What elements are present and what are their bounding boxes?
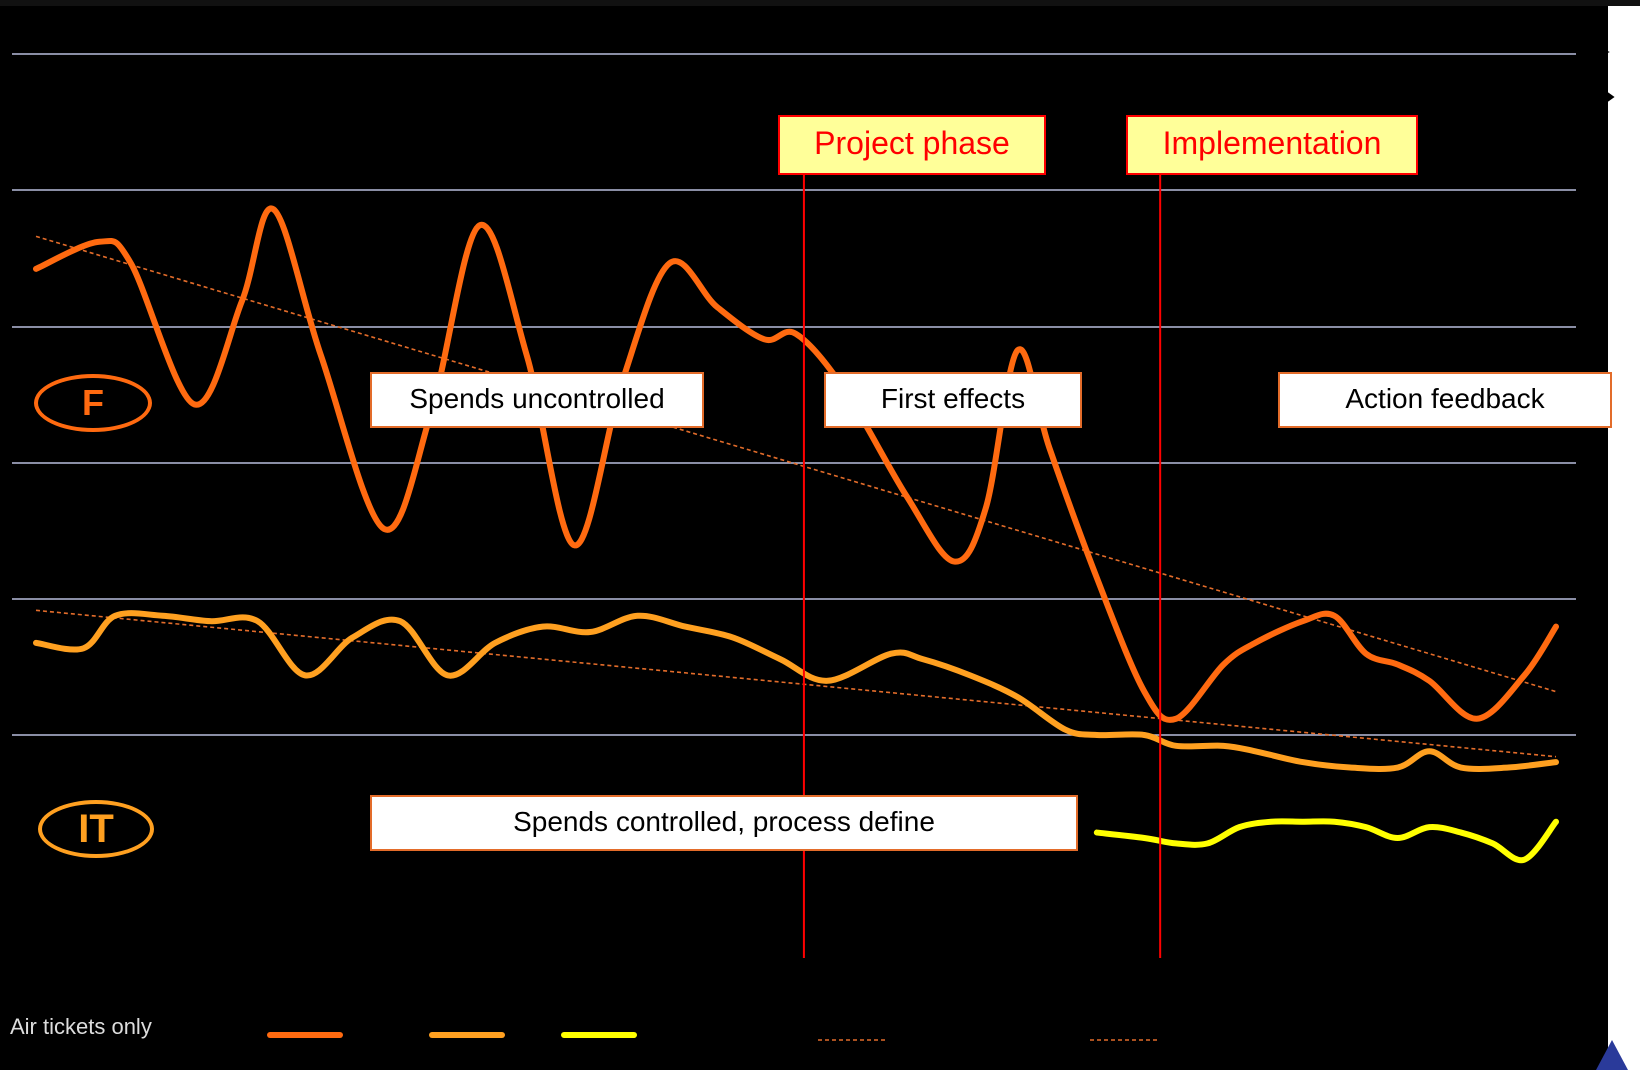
- action-feedback-label: Action feedback: [1278, 372, 1612, 428]
- arrow-icon: [1578, 85, 1615, 109]
- series-line-f: [33, 205, 1559, 723]
- triangle-icon: [1596, 1040, 1628, 1070]
- f-badge: F: [34, 374, 152, 432]
- first-effects-label: First effects: [824, 372, 1082, 428]
- top-border: [0, 0, 1640, 6]
- spends-controlled-label: Spends controlled, process define: [370, 795, 1078, 851]
- series-line-y: [1093, 818, 1559, 864]
- trendline-it-trend: [35, 609, 1557, 758]
- implementation-phase-label: Implementation: [1126, 115, 1418, 175]
- series-line-it: [33, 610, 1559, 772]
- legend-swatches: [267, 1032, 1158, 1041]
- trendlines: [35, 235, 1557, 758]
- arrow-icon: [1591, 44, 1610, 60]
- it-badge: IT: [38, 800, 154, 858]
- series-lines: [33, 205, 1559, 864]
- gridlines: [12, 53, 1576, 736]
- decorations: [1578, 44, 1628, 1070]
- trendline-f-trend: [35, 235, 1557, 693]
- footnote: Air tickets only: [10, 1014, 152, 1039]
- project-phase-label: Project phase: [778, 115, 1046, 175]
- spends-uncontrolled-label: Spends uncontrolled: [370, 372, 704, 428]
